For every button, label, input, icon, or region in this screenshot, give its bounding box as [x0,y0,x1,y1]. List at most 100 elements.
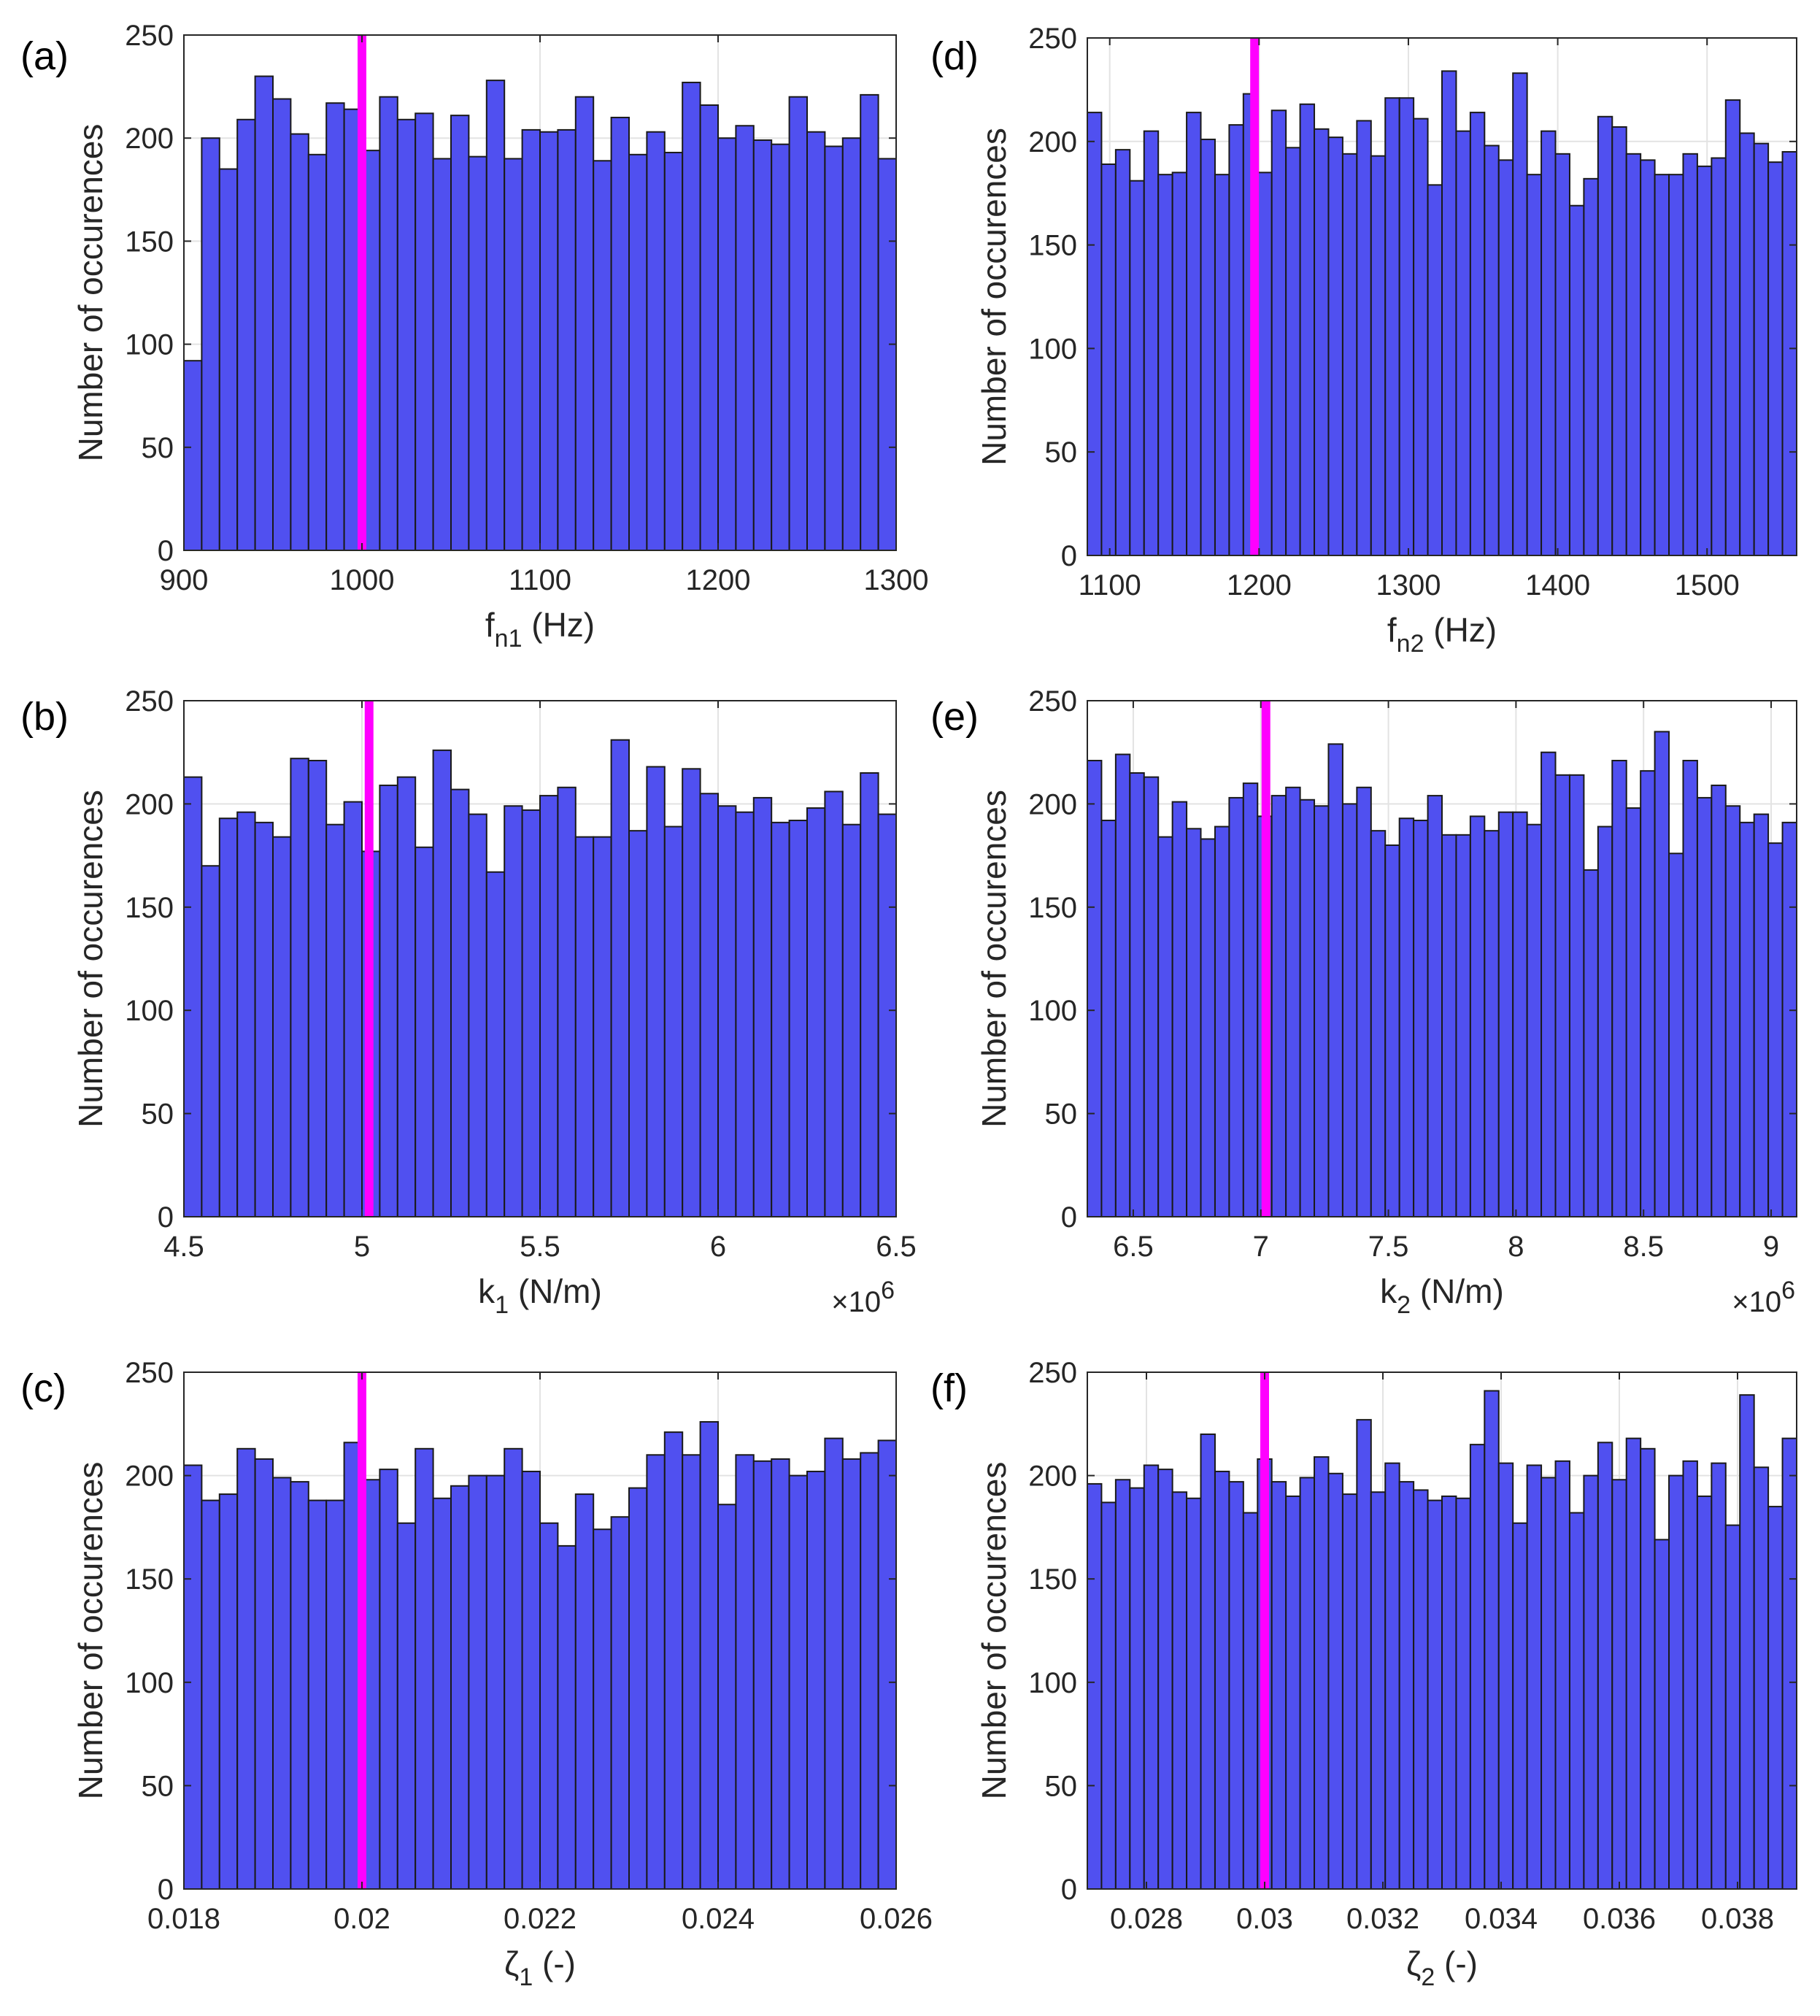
x-tick-label: 0.024 [682,1903,755,1935]
x-tick-label: 0.022 [504,1903,577,1935]
y-tick-label: 50 [142,1099,174,1131]
histogram-bar [1640,770,1656,1217]
y-tick-label: 50 [1045,1770,1078,1802]
histogram-bar [1654,731,1670,1217]
histogram-bar [1611,1479,1627,1889]
histogram-bar [218,1493,239,1889]
histogram-bar [1129,772,1145,1217]
histogram-bar [949,167,967,550]
histogram-bar [824,790,844,1217]
histogram-bar [1129,1487,1145,1889]
histogram-bar [610,116,630,550]
histogram-bar [1512,72,1528,555]
histogram-bar [468,1474,487,1889]
histogram-bar [860,1452,879,1889]
histogram-bar [1625,807,1642,1217]
histogram-bar [290,133,309,550]
y-tick-label: 50 [142,432,174,464]
x-tick-label: 0.03 [1236,1903,1293,1935]
histogram-bar [735,125,755,550]
panel-label: (b) [20,695,69,739]
histogram-bar [325,1499,345,1889]
histogram-bar [1568,204,1585,555]
y-tick-label: 200 [1028,126,1077,158]
histogram-bar [201,137,220,550]
histogram-panel: (e) 0 50 100 150 200 250 6.5 7 7.5 8 8.5 9 Number of … [930,685,1797,1319]
histogram-bar [1469,112,1486,555]
histogram-bar [325,823,345,1217]
histogram-bar [752,1460,773,1889]
x-tick-label: 1100 [1079,569,1141,601]
histogram-bar [1057,215,1074,550]
histogram-bar [1242,1512,1259,1889]
histogram-bar [1781,150,1797,555]
y-tick-label: 200 [125,788,174,820]
histogram-bar [1739,1394,1755,1889]
histogram-bar [1214,174,1230,555]
histogram-bar [307,760,328,1217]
histogram-bar [628,1487,648,1889]
histogram-bar [1299,103,1316,555]
y-tick-label: 100 [1028,1667,1077,1699]
histogram-panel: (d) 0 50 100 150 200 250 1100 1200 1300 1400 1500 Nu… [930,23,1797,658]
histogram-bar [290,1481,309,1889]
histogram-bar [806,1470,826,1889]
bars [1087,70,1797,555]
histogram-bar [610,1516,630,1889]
histogram-bar [663,826,684,1217]
bars [184,75,1074,550]
y-tick-label: 150 [1028,230,1077,262]
histogram-bar [1781,1437,1797,1889]
histogram-bar [1356,1419,1372,1889]
x-tick-label: 4.5 [163,1231,204,1263]
histogram-bar [1484,145,1500,555]
histogram-bar [593,1528,612,1889]
histogram-bar [201,865,220,1217]
y-tick-label: 50 [142,1770,174,1802]
histogram-bar [1314,805,1330,1217]
x-tick-label: 6.5 [876,1231,917,1263]
histogram-bar [1724,805,1741,1217]
histogram-bar [574,836,595,1217]
y-tick-label: 150 [1028,892,1077,924]
y-tick-label: 0 [1061,1874,1077,1906]
histogram-bar [1724,1524,1741,1889]
x-axis-label: fn2 (Hz) [1387,611,1497,658]
histogram-bar [539,795,559,1217]
histogram-bar [1554,774,1570,1217]
axes-box [1087,700,1797,1217]
histogram-bar [290,758,309,1217]
histogram-bar [1398,97,1415,555]
x-tick-label: 8.5 [1623,1231,1664,1263]
histogram-bar [1441,834,1457,1217]
histogram-bar [841,823,862,1217]
histogram-bar [771,821,790,1217]
histogram-bar [895,830,896,1217]
histogram-bar [1526,1464,1543,1889]
histogram-bar [1711,784,1727,1217]
y-axis-label: Number of occurences [72,790,109,1128]
histogram-bar [628,153,648,550]
histogram-bar [1228,1481,1244,1889]
histogram-bar [1597,826,1613,1217]
histogram-bar [1186,828,1202,1217]
y-tick-label: 0 [158,535,174,567]
histogram-bar [1242,782,1259,1217]
histogram-bar [1711,1462,1727,1889]
histogram-bar [1427,1499,1443,1889]
histogram-bar [1767,161,1784,555]
x-axis-label: ζ1 (-) [504,1944,576,1991]
y-tick-label: 250 [125,685,174,717]
histogram-bar [1484,830,1500,1217]
histogram-bar [254,75,274,550]
histogram-bar [610,739,630,1217]
histogram-bar [414,846,434,1217]
histogram-bar [1724,99,1741,555]
histogram-bar [379,784,398,1217]
y-tick-label: 100 [125,329,174,361]
histogram-bar [1200,138,1216,555]
histogram-bar [1696,1495,1713,1889]
histogram-bar [343,801,363,1217]
histogram-bar [895,1472,896,1889]
histogram-bar [218,817,239,1217]
